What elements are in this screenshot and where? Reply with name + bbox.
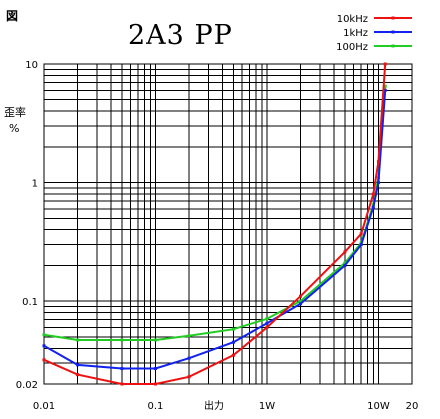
- chart-title: 2A3 PP: [128, 20, 233, 51]
- data-point: [231, 340, 235, 344]
- series-lines: [42, 62, 387, 386]
- x-axis-label: 出力: [204, 399, 224, 412]
- legend-label: 10kHz: [337, 14, 368, 25]
- x-tick-label: 1W: [259, 401, 275, 412]
- data-point: [187, 375, 191, 379]
- data-point: [120, 338, 124, 342]
- data-point: [76, 338, 80, 342]
- data-point: [383, 88, 387, 92]
- data-point: [42, 358, 46, 362]
- data-point: [153, 338, 157, 342]
- data-point: [231, 353, 235, 357]
- data-point: [187, 334, 191, 338]
- data-point: [76, 363, 80, 367]
- data-point: [359, 243, 363, 247]
- y-tick-label: 1: [32, 179, 38, 190]
- legend: 10kHz 1kHz 100Hz: [336, 14, 412, 53]
- data-point: [371, 205, 375, 209]
- data-point: [42, 333, 46, 337]
- data-point: [265, 321, 269, 325]
- y-tick-label: 0.1: [22, 297, 38, 308]
- x-tick-label: 10W: [367, 401, 390, 412]
- data-point: [299, 302, 303, 306]
- y-tick-label: 0.02: [16, 380, 38, 391]
- x-tick-label: 20: [406, 401, 419, 412]
- data-point: [120, 367, 124, 371]
- y-tick-label: 10: [25, 60, 38, 71]
- data-point: [120, 382, 124, 386]
- data-point: [343, 261, 347, 265]
- data-point: [299, 294, 303, 298]
- legend-marker: [391, 16, 395, 20]
- data-point: [153, 382, 157, 386]
- tick-labels: 0.01 0.1 1W 10W 20 10 1 0.1 0.02: [16, 60, 419, 412]
- data-point: [371, 192, 375, 196]
- x-tick-label: 0.1: [148, 401, 164, 412]
- data-point: [42, 344, 46, 348]
- data-point: [343, 263, 347, 267]
- plot-grid: [43, 63, 413, 385]
- data-point: [376, 160, 380, 164]
- data-point: [265, 317, 269, 321]
- data-point: [187, 356, 191, 360]
- data-point: [343, 250, 347, 254]
- figure-label: 図: [6, 9, 18, 23]
- legend-marker: [391, 44, 395, 48]
- data-point: [359, 232, 363, 236]
- legend-label: 100Hz: [336, 42, 368, 53]
- data-point: [265, 325, 269, 329]
- data-point: [383, 84, 387, 88]
- data-point: [299, 299, 303, 303]
- y-axis-label: 歪率: [4, 105, 26, 119]
- data-point: [231, 327, 235, 331]
- x-tick-label: 0.01: [33, 401, 55, 412]
- legend-label: 1kHz: [343, 28, 368, 39]
- y-axis-unit: %: [9, 122, 19, 135]
- data-point: [376, 181, 380, 185]
- data-point: [76, 373, 80, 377]
- legend-marker: [391, 30, 395, 34]
- plot-frame: [43, 63, 413, 385]
- data-point: [153, 367, 157, 371]
- data-point: [383, 62, 387, 66]
